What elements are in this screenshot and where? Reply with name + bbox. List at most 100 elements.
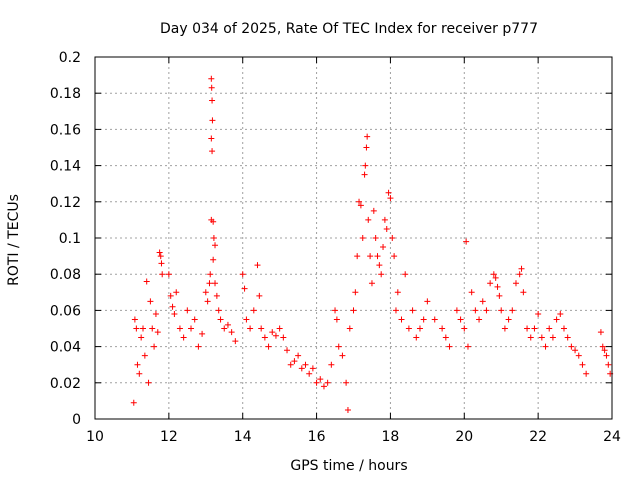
data-point <box>232 338 239 345</box>
data-point <box>284 347 291 354</box>
data-point <box>265 343 272 350</box>
data-point <box>291 358 298 365</box>
data-point <box>228 329 235 336</box>
data-point <box>152 311 159 318</box>
data-point <box>165 271 172 278</box>
plot-frame <box>94 56 613 420</box>
data-point <box>258 325 265 332</box>
data-point <box>333 316 340 323</box>
data-point <box>372 235 379 241</box>
data-point <box>346 325 353 332</box>
data-point <box>468 289 475 296</box>
data-point <box>520 289 527 296</box>
data-point <box>575 352 582 359</box>
data-point <box>138 334 145 341</box>
data-point <box>387 195 394 202</box>
x-tick-label: 22 <box>529 429 547 445</box>
data-point <box>191 316 198 323</box>
data-point <box>151 343 158 350</box>
data-point <box>381 216 388 223</box>
data-point <box>568 343 575 350</box>
data-point <box>356 198 363 205</box>
data-point <box>173 289 180 296</box>
data-point <box>207 271 214 278</box>
y-tick-label: 0.1 <box>59 231 81 247</box>
data-point <box>398 316 405 323</box>
data-point <box>276 325 283 332</box>
data-point <box>143 278 150 285</box>
data-point <box>344 406 351 413</box>
data-point <box>367 253 374 260</box>
data-point <box>149 325 156 332</box>
data-point <box>518 265 525 272</box>
data-point <box>527 334 534 341</box>
data-point <box>133 325 140 332</box>
tick-marks <box>94 56 613 420</box>
data-point <box>332 307 339 314</box>
data-point <box>368 280 375 287</box>
data-point <box>343 379 350 386</box>
data-point <box>464 343 471 350</box>
data-point <box>313 379 320 386</box>
data-point <box>317 376 324 383</box>
data-point <box>320 383 327 390</box>
data-point <box>378 271 385 278</box>
data-point <box>239 271 246 278</box>
data-point <box>402 271 409 278</box>
data-point <box>494 283 501 290</box>
data-point <box>287 361 294 368</box>
data-point <box>496 292 503 299</box>
data-point <box>564 334 571 341</box>
y-tick-label: 0.02 <box>50 376 81 392</box>
data-point <box>498 307 505 314</box>
x-axis-label: GPS time / hours <box>290 458 407 474</box>
data-point <box>199 330 206 337</box>
data-point <box>380 244 387 251</box>
data-point <box>424 298 431 305</box>
data-point <box>413 334 420 341</box>
data-point <box>457 316 464 323</box>
x-tick-label: 16 <box>308 429 326 445</box>
data-point <box>524 325 531 332</box>
x-tick-label: 10 <box>86 429 104 445</box>
y-tick-label: 0.12 <box>50 195 81 211</box>
y-tick-label: 0.14 <box>50 159 81 175</box>
y-tick-label: 0.04 <box>50 340 81 356</box>
data-point <box>374 253 381 260</box>
data-point <box>141 352 148 359</box>
scatter-marks <box>130 75 614 413</box>
data-point <box>490 271 497 278</box>
data-point <box>446 343 453 350</box>
data-point <box>184 307 191 314</box>
data-point <box>599 343 606 350</box>
data-point <box>176 325 183 332</box>
data-point <box>359 235 366 241</box>
data-point <box>159 271 166 278</box>
data-point <box>535 311 542 318</box>
data-point <box>357 202 364 209</box>
data-point <box>328 361 335 368</box>
data-point <box>542 343 549 350</box>
data-point <box>364 133 371 140</box>
y-axis-label: ROTI / TECUs <box>6 194 22 286</box>
data-point <box>505 316 512 323</box>
data-point <box>243 316 250 323</box>
data-point <box>442 334 449 341</box>
data-point <box>217 316 224 323</box>
data-point <box>169 303 176 310</box>
data-point <box>209 97 216 104</box>
data-point <box>350 307 357 314</box>
data-point <box>206 280 213 287</box>
data-point <box>553 316 560 323</box>
data-point <box>130 399 137 406</box>
y-tick-label: 0.08 <box>50 267 81 283</box>
data-point <box>158 260 165 267</box>
data-point <box>210 218 217 225</box>
data-point <box>501 325 508 332</box>
y-tick-labels: 0 0.02 0.04 0.06 0.08 0.1 0.12 0.14 0.16 0.18 0.2 <box>50 50 81 428</box>
data-point <box>140 325 147 332</box>
y-tick-label: 0.2 <box>59 50 81 66</box>
data-point <box>572 347 579 354</box>
x-tick-label: 12 <box>160 429 178 445</box>
x-tick-label: 18 <box>382 429 400 445</box>
